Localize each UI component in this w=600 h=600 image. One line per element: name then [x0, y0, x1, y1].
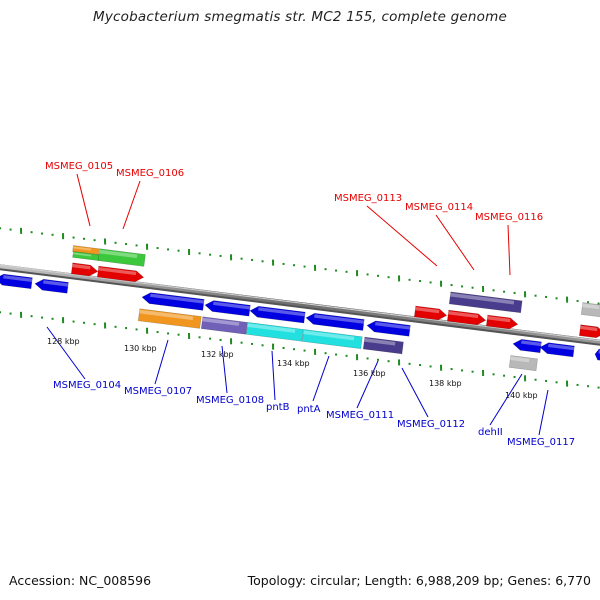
label-connector [312, 355, 330, 402]
gene-red-right [578, 324, 600, 339]
gene-msmeg-0114 [446, 309, 487, 326]
reverse-gene-label: MSMEG_0112 [397, 419, 465, 430]
gene-msmeg-0116 [485, 314, 519, 330]
gene-green-box [97, 248, 146, 267]
gene-pntB [249, 305, 306, 324]
label-connector [507, 224, 511, 276]
scale-label: 138 kbp [429, 379, 462, 388]
label-connector [46, 326, 86, 380]
reverse-gene-label: MSMEG_0111 [326, 410, 394, 421]
label-connector [271, 350, 276, 401]
map-title: Mycobacterium smegmatis str. MC2 155, co… [93, 9, 507, 25]
gene-orange-box [137, 308, 202, 329]
gene-msmeg-0114-box [448, 291, 523, 314]
gene-msmeg-0104 [0, 273, 33, 290]
reverse-gene-label: MSMEG_0104 [53, 380, 121, 391]
gene-msmeg-0107 [141, 292, 205, 311]
reverse-gene-label: dehII [478, 427, 503, 438]
reverse-gene-label: pntB [266, 402, 290, 413]
scale-label: 128 kbp [47, 337, 80, 346]
gene-msmeg-0113 [413, 305, 448, 321]
reverse-gene-label: MSMEG_0108 [196, 395, 264, 406]
gene-msmeg-0105 [70, 262, 99, 277]
label-connector [538, 389, 549, 436]
label-connector [221, 345, 228, 394]
gene-pntA [305, 312, 365, 331]
gene-gray-box [508, 355, 538, 372]
gene-purple-box [200, 316, 248, 335]
label-connector [489, 373, 523, 426]
scale-label: 134 kbp [277, 359, 310, 368]
gene-dehII [512, 339, 542, 354]
label-connectors [46, 173, 549, 436]
gene-features [0, 245, 600, 372]
scale-labels: 128 kbp 130 kbp 132 kbp 134 kbp 136 kbp 138 k… [47, 337, 538, 400]
scale-label: 136 kbp [353, 369, 386, 378]
label-connector [366, 205, 438, 267]
label-connector [122, 180, 141, 230]
label-connector [356, 360, 379, 409]
reverse-gene-label: MSMEG_0107 [124, 386, 192, 397]
label-connector [76, 173, 91, 227]
gene-msmeg-0104b [34, 278, 69, 294]
forward-gene-label: MSMEG_0106 [116, 168, 184, 179]
gene-gray-box-right [580, 302, 600, 318]
label-connector [401, 367, 429, 418]
lower-tick-track [0, 311, 600, 389]
reverse-gene-label: MSMEG_0117 [507, 437, 575, 448]
topology-summary: Topology: circular; Length: 6,988,209 bp… [247, 573, 591, 588]
scale-label: 130 kbp [124, 344, 157, 353]
label-connector [435, 214, 475, 271]
reverse-gene-label: pntA [297, 404, 321, 415]
forward-gene-label: MSMEG_0105 [45, 161, 113, 172]
gene-msmeg-0108 [204, 300, 251, 317]
scale-label: 140 kbp [505, 391, 538, 400]
gene-blue-right [594, 348, 600, 362]
gene-msmeg-0106 [96, 265, 145, 283]
gene-dark-purple-box [362, 336, 404, 355]
upper-tick-track [0, 227, 600, 305]
forward-gene-label: MSMEG_0113 [334, 193, 402, 204]
scale-label: 132 kbp [201, 350, 234, 359]
genome-backbone [0, 264, 600, 346]
gene-msmeg-0111 [366, 320, 411, 337]
forward-gene-label: MSMEG_0114 [405, 202, 473, 213]
accession-text: Accession: NC_008596 [9, 573, 152, 588]
gene-msmeg-0117 [539, 342, 575, 358]
label-connector [154, 339, 169, 385]
gene-cyan-box-2 [301, 329, 363, 350]
forward-gene-label: MSMEG_0116 [475, 212, 543, 223]
gene-cyan-box-1 [245, 322, 304, 342]
